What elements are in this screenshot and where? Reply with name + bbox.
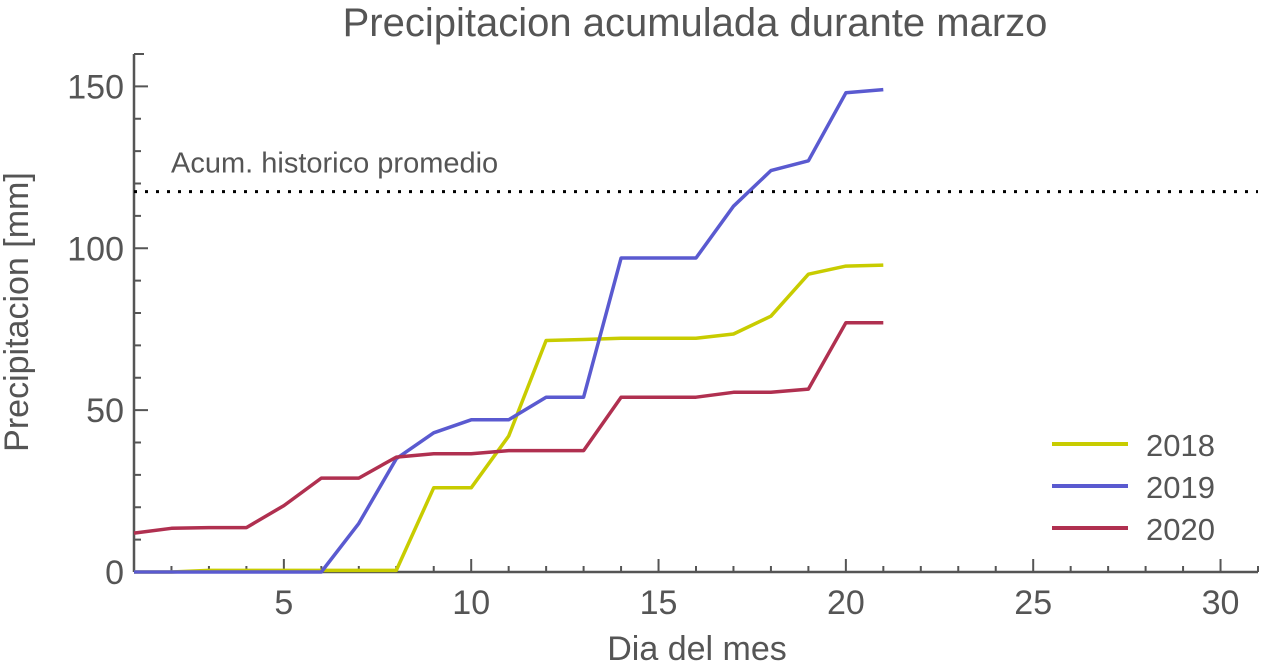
x-tick-label: 20 (827, 584, 865, 622)
series-line-2020 (133, 320, 884, 535)
legend: 2018 2019 2020 (1052, 428, 1215, 547)
x-tick-label: 15 (640, 584, 678, 622)
reference-line-group: Acum. historico promedio (134, 148, 1258, 194)
x-tick-label: 10 (452, 584, 490, 622)
x-axis-label: Dia del mes (607, 630, 787, 662)
x-tick-label: 30 (1202, 584, 1240, 622)
reference-line-label: Acum. historico promedio (171, 148, 498, 180)
chart-title: Precipitacion acumulada durante marzo (343, 1, 1048, 45)
legend-label-2020: 2020 (1146, 512, 1215, 547)
y-tick-label: 100 (67, 230, 124, 268)
series-line-2019 (134, 87, 884, 574)
legend-label-2019: 2019 (1146, 470, 1215, 505)
y-tick-label: 150 (67, 68, 124, 106)
x-tick-label: 5 (274, 584, 293, 622)
y-axis-label: Precipitacion [mm] (0, 172, 36, 452)
y-tick-label: 0 (105, 554, 124, 592)
series-group (133, 87, 884, 574)
legend-label-2018: 2018 (1146, 428, 1215, 463)
x-tick-label: 25 (1014, 584, 1052, 622)
y-tick-label: 50 (86, 392, 124, 430)
